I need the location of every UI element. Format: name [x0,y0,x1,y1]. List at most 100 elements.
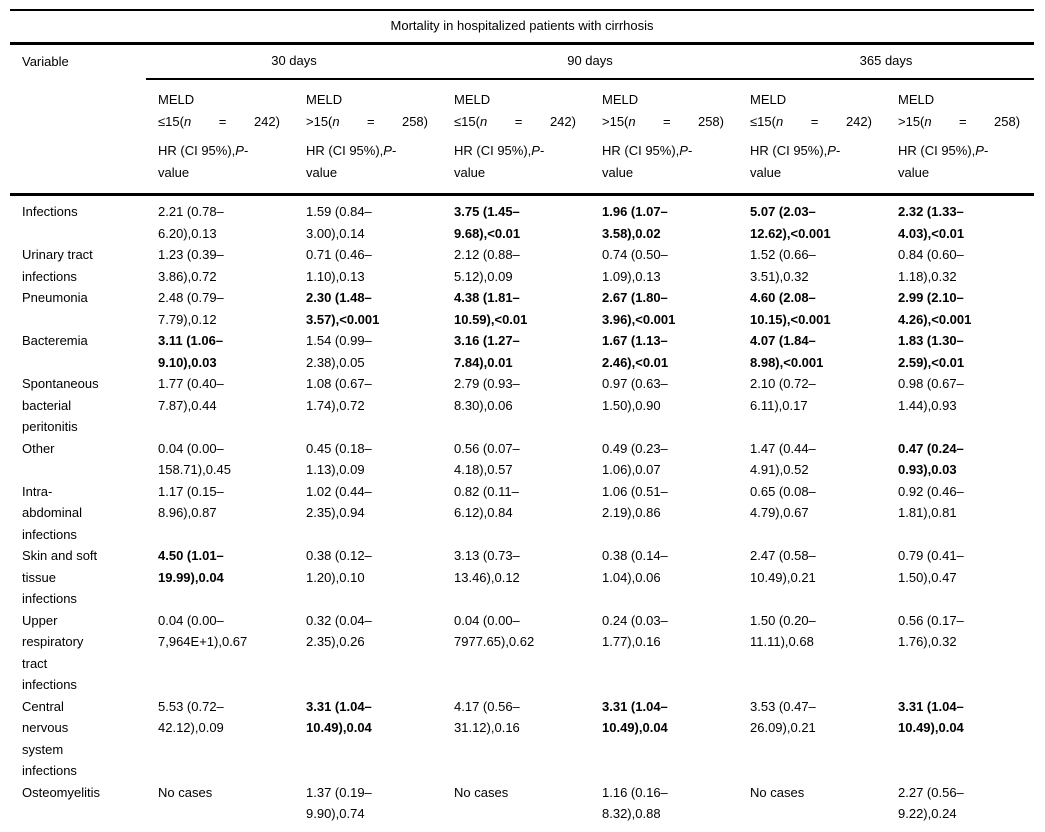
meld-label: MELD [306,92,343,107]
hr-ci-p-cell: 0.92 (0.46– 1.81),0.81 [898,483,964,521]
hr-ci-p-cell: 2.79 (0.93– 8.30),0.06 [454,376,520,413]
meld-threshold: ≤15(n = 242) [750,111,872,133]
stat-suffix: - value [454,143,545,180]
hr-ci-p-cell: 0.84 (0.60– 1.18),0.32 [898,247,964,284]
variable-header: Variable [22,54,69,69]
stat-suffix: - value [750,143,841,180]
meld-threshold-value: >15( [306,114,333,129]
hr-ci-p-cell: 1.50 (0.20– 11.11),0.68 [750,612,816,650]
hr-ci-p-cell: 5.53 (0.72– 42.12),0.09 [158,698,224,736]
meld-threshold-prefix: ≤15(n [454,111,487,133]
row-variable: Intra- abdominal infections [22,483,82,542]
stat-prefix: HR (CI 95%), [306,143,384,158]
hr-ci-p-cell: 1.77 (0.40– 7.87),0.44 [158,376,224,413]
meld-header: MELD >15(n = 258) [294,79,442,133]
hr-ci-p-cell: 4.07 (1.84– 8.98),<0.001 [750,333,824,370]
meld-header: MELD ≤15(n = 242) [146,79,294,133]
hr-ci-p-cell: 2.32 (1.33– 4.03),<0.01 [886,193,1035,244]
hr-ci-p-cell: 3.11 (1.06– 9.10),0.03 [158,333,224,370]
hr-ci-p-cell: 4.60 (2.08– 10.15),<0.001 [750,290,831,327]
n-count: 242) [845,114,872,129]
p-symbol: P [383,143,392,158]
p-symbol: P [827,143,836,158]
hr-ci-p-cell: 0.65 (0.08– 4.79),0.67 [750,483,816,521]
hr-ci-p-cell: 4.38 (1.81– 10.59),<0.01 [454,290,528,327]
hr-ci-p-cell: 5.07 (2.03– 12.62),<0.001 [738,193,886,244]
stat-header: HR (CI 95%),P- value [590,133,738,195]
table-row: Infections 2.21 (0.78– 6.20),0.13 1.59 (0.… [10,193,1035,244]
hr-ci-p-cell: 2.47 (0.58– 10.49),0.21 [750,548,816,585]
meld-threshold: ≤15(n = 242) [158,111,280,133]
hr-ci-p-cell: 0.56 (0.17– 1.76),0.32 [898,612,964,650]
stat-header: HR (CI 95%),P- value [738,133,886,195]
table-row: Upper respiratory tract infections 0.04 (… [10,610,1034,696]
meld-label: MELD [602,92,639,107]
hr-ci-p-cell: 3.53 (0.47– 26.09),0.21 [750,698,816,736]
meld-threshold-prefix: >15(n [602,111,636,133]
hr-ci-p-cell: 0.04 (0.00– 7977.65),0.62 [454,612,535,650]
hr-ci-p-cell: 3.31 (1.04– 10.49),0.04 [602,698,668,736]
table-row: Skin and soft tissue infections 4.50 (1.0… [10,545,1034,610]
hr-ci-p-cell: 1.23 (0.39– 3.86),0.72 [158,247,224,284]
meld-threshold: >15(n = 258) [306,111,428,133]
stat-prefix: HR (CI 95%), [158,143,236,158]
hr-ci-p-cell: 1.54 (0.99– 2.38),0.05 [306,333,372,370]
meld-header: MELD ≤15(n = 242) [442,79,590,133]
hr-ci-p-cell: 1.06 (0.51– 2.19),0.86 [602,483,668,521]
stat-header: HR (CI 95%),P- value [294,133,442,195]
row-variable: Pneumonia [22,290,88,305]
equals-sign: = [218,114,227,129]
meld-threshold-prefix: >15(n [898,111,932,133]
hr-ci-p-cell: 1.16 (0.16– 8.32),0.88 [590,781,738,832]
stat-prefix: HR (CI 95%), [750,143,828,158]
n-symbol: n [332,114,340,129]
hr-ci-p-cell: No cases [738,781,886,832]
group-header: 90 days [442,43,738,80]
stat-prefix: HR (CI 95%), [602,143,680,158]
hr-ci-p-cell: 1.67 (1.13– 2.46),<0.01 [602,333,669,370]
meld-threshold: >15(n = 258) [602,111,724,133]
equals-sign: = [514,114,523,129]
n-count: 258) [697,114,724,129]
group-header-row: Variable 30 days 90 days 365 days [10,43,1035,80]
stat-suffix: - value [306,143,397,180]
stat-prefix: HR (CI 95%), [898,143,976,158]
p-symbol: P [679,143,688,158]
hr-ci-p-cell: 2.48 (0.79– 7.79),0.12 [158,290,224,327]
meld-label: MELD [454,92,491,107]
stat-suffix: - value [602,143,693,180]
hr-ci-p-cell: 0.56 (0.07– 4.18),0.57 [454,440,520,478]
row-variable: Other [22,440,55,456]
n-count: 242) [549,114,576,129]
row-variable: Urinary tract infections [22,247,93,284]
table-row: Central nervous system infections 5.53 (0… [10,696,1034,782]
hr-ci-p-cell: 1.47 (0.44– 4.91),0.52 [750,440,816,478]
hr-ci-p-cell: 2.10 (0.72– 6.11),0.17 [750,376,816,413]
hr-ci-p-cell: 4.50 (1.01– 19.99),0.04 [158,548,224,585]
stat-header: HR (CI 95%),P- value [886,133,1034,195]
p-symbol: P [531,143,540,158]
meld-threshold-value: ≤15( [750,114,776,129]
stat-header-row: HR (CI 95%),P- value HR (CI 95%),P- value… [10,133,1034,195]
group-header: 30 days [146,43,442,80]
hr-ci-p-cell: 2.27 (0.56– 9.22),0.24 [886,781,1035,832]
hr-ci-p-cell: 0.74 (0.50– 1.09),0.13 [602,247,668,284]
hr-ci-p-cell: 0.47 (0.24– 0.93),0.03 [898,440,964,478]
n-count: 258) [994,114,1021,129]
meld-label: MELD [898,92,935,107]
hr-ci-p-cell: 2.21 (0.78– 6.20),0.13 [146,193,294,244]
table-row: Intra- abdominal infections 1.17 (0.15– 8… [10,481,1034,546]
row-variable: Spontaneous bacterial peritonitis [22,376,99,434]
equals-sign: = [663,114,671,129]
n-symbol: n [183,114,192,129]
table-row: Spontaneous bacterial peritonitis 1.77 (0… [10,373,1034,438]
table-row: Bacteremia 3.11 (1.06– 9.10),0.03 1.54 (0.… [10,330,1034,373]
n-symbol: n [775,114,784,129]
meld-threshold-value: >15( [898,114,925,129]
p-symbol: P [975,143,984,158]
group-header: 365 days [738,43,1035,80]
hr-ci-p-cell: 0.38 (0.14– 1.04),0.06 [602,548,668,585]
meld-header: MELD >15(n = 258) [590,79,738,133]
meld-threshold: >15(n = 258) [898,111,1020,133]
table-row: Pneumonia 2.48 (0.79– 7.79),0.12 2.30 (1.4… [10,287,1034,330]
